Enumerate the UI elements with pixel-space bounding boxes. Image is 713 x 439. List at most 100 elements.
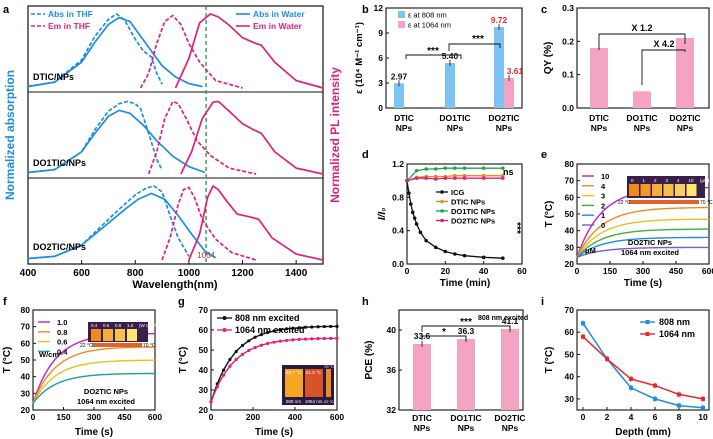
significance-b1: *** bbox=[427, 46, 439, 57]
point-d-3 bbox=[424, 176, 428, 180]
spectrum-em-water-3 bbox=[188, 184, 324, 261]
y-tick-labels-b: 0 3 6 9 12 bbox=[374, 3, 389, 113]
curve-5-2 bbox=[32, 359, 155, 404]
inset-max-f: 70 °C bbox=[143, 343, 156, 349]
y-tick-label: 30 bbox=[21, 388, 31, 398]
data-label-b: 9.72 bbox=[491, 15, 508, 25]
inset-colorbar-f bbox=[92, 343, 142, 347]
inset-min-e: 22 °C bbox=[618, 200, 631, 206]
bar-h-1 bbox=[457, 339, 475, 410]
legend-g-808: 808 nm excited bbox=[235, 313, 300, 323]
x-axis-label-d: Time (min) bbox=[440, 278, 490, 289]
point-d-3 bbox=[414, 176, 419, 180]
legend-label-f: 1.0 bbox=[57, 318, 67, 327]
inset-min-f: 22 °C bbox=[80, 343, 93, 349]
inset-label-e: 0 bbox=[631, 178, 634, 183]
x-tick-label: 150 bbox=[56, 412, 70, 422]
y-tick-label: 3 bbox=[378, 78, 383, 88]
panel-label-e: e bbox=[541, 149, 547, 161]
legend-marker-d bbox=[440, 199, 444, 204]
legend-label-e: 4 bbox=[601, 182, 606, 191]
point-d-1 bbox=[462, 173, 467, 178]
inset-min-g: 22 °C bbox=[324, 399, 334, 404]
legend-label-e: 0 bbox=[601, 221, 605, 230]
x-tick-label: 40 bbox=[479, 266, 489, 276]
x-tick-labels-a: 400 600 800 1000 1200 1400 bbox=[20, 260, 308, 279]
y-tick-label: 30 bbox=[565, 242, 575, 252]
y-tick-label: 70 bbox=[21, 322, 31, 332]
point-d-3 bbox=[433, 177, 438, 181]
category-label: NPs bbox=[458, 423, 475, 433]
panel-c: c 0.00.10.20.3 DTICNPsDO1TICNPsDO2TICNPs… bbox=[541, 3, 710, 133]
line-i-1 bbox=[582, 336, 704, 400]
legend-marker-d bbox=[440, 209, 444, 213]
x-tick-label: 300 bbox=[636, 266, 650, 276]
legend-i-808: 808 nm bbox=[659, 317, 690, 327]
bar-b-s0-2 bbox=[494, 27, 504, 108]
significance-b2: *** bbox=[472, 34, 484, 45]
data-label-h: 36.3 bbox=[458, 326, 475, 336]
inset-tiles-f: 0.4 0.6 0.8 1.0 (W cm⁻²) bbox=[91, 323, 158, 341]
point-6-0 bbox=[291, 326, 295, 330]
point-d-3 bbox=[453, 176, 457, 180]
subpanel-label-do1tic: DO1TIC/NPs bbox=[33, 158, 86, 168]
y-tick-label: 6 bbox=[378, 53, 383, 63]
caption-f-1: DO2TIC NPs bbox=[84, 387, 128, 396]
x-tick-label: 20 bbox=[441, 266, 451, 276]
spectrum-abs-thf-1 bbox=[27, 12, 163, 88]
legend-marker-i-1064 bbox=[645, 332, 650, 336]
point-6-1 bbox=[240, 352, 245, 356]
point-d-3 bbox=[462, 176, 467, 180]
legend-i-1064: 1064 nm bbox=[659, 329, 695, 339]
y-tick-label: 40 bbox=[387, 325, 397, 335]
unit-label-e: μM bbox=[585, 246, 596, 255]
curve-4-2 bbox=[576, 218, 709, 258]
y-tick-label: 9 bbox=[378, 28, 383, 38]
bar-h-2 bbox=[501, 329, 519, 410]
legend-a: Abs in THF Em in THF Abs in Water Em in … bbox=[31, 9, 305, 31]
inset-label-e: 4 bbox=[677, 178, 680, 183]
y-tick-label: 40 bbox=[565, 226, 575, 236]
point-d-0 bbox=[409, 202, 413, 206]
subpanel-label-dtic: DTIC/NPs bbox=[33, 72, 74, 82]
y-tick-label: 60 bbox=[565, 192, 575, 202]
bar-c-0 bbox=[590, 48, 608, 108]
bar-b-s0-0 bbox=[394, 83, 404, 108]
panel-label-i: i bbox=[541, 296, 544, 308]
point-6-1 bbox=[215, 385, 219, 389]
point-6-0 bbox=[240, 343, 245, 348]
point-6-0 bbox=[266, 330, 270, 335]
y-axis-label-f: T (°C) bbox=[2, 347, 13, 374]
point-6-0 bbox=[322, 324, 326, 329]
inset-tile-f bbox=[115, 329, 125, 341]
legend-label-f: 0.4 bbox=[57, 347, 68, 356]
x-tick-label: 0 bbox=[31, 412, 36, 422]
inset-tile-e bbox=[663, 184, 674, 196]
x-axis-label-e: Time (s) bbox=[624, 278, 662, 289]
point-6-1 bbox=[272, 340, 276, 344]
curve-4-3 bbox=[576, 228, 709, 258]
legend-em-thf: Em in THF bbox=[48, 21, 90, 31]
legend-label-e: 10 bbox=[601, 172, 609, 181]
annotation-h: 808 nm excited bbox=[478, 315, 528, 322]
point-d-0 bbox=[462, 253, 467, 258]
category-label: DO2TIC bbox=[494, 413, 525, 423]
legend-f: 1.00.80.60.4 bbox=[38, 318, 68, 356]
category-label: NPs bbox=[591, 123, 608, 133]
curve-4-1 bbox=[576, 206, 710, 258]
x-tick-label: 450 bbox=[669, 266, 683, 276]
y-tick-label: 0 bbox=[378, 103, 383, 113]
point-d-1 bbox=[433, 174, 438, 179]
inset-temp-g-1064: 51.5 °C bbox=[306, 370, 322, 375]
point-d-1 bbox=[501, 173, 505, 178]
inset-tile-e bbox=[675, 184, 685, 196]
point-6-1 bbox=[291, 338, 295, 342]
point-6-0 bbox=[303, 325, 308, 329]
caption-e-1: DO2TIC NPs bbox=[628, 238, 672, 247]
point-d-3 bbox=[481, 176, 486, 180]
x-tick-labels-i: 0 2 4 6 8 10 bbox=[581, 407, 708, 422]
